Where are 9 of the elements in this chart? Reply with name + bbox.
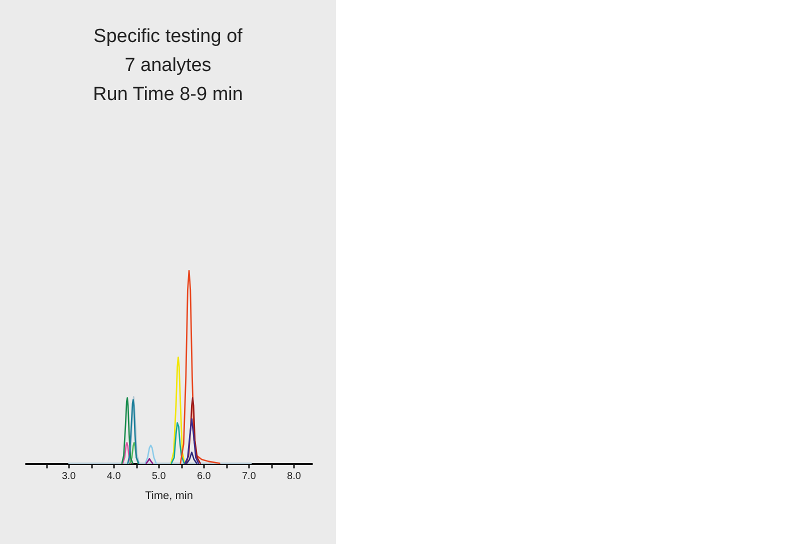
x-axis-title: Time, min bbox=[145, 490, 193, 502]
x-tick-label: 7.0 bbox=[242, 470, 256, 482]
chart-title: Specific testing of 7 analytes bbox=[92, 25, 244, 78]
x-tick-label: 3.0 bbox=[62, 470, 76, 482]
chart-subtitle: Run Time 8-9 min bbox=[93, 83, 243, 107]
x-tick-label: 6.0 bbox=[196, 470, 212, 482]
x-tick-label: 5.0 bbox=[152, 470, 166, 482]
x-tick-label: 4.0 bbox=[106, 470, 122, 482]
x-tick-label: 8.0 bbox=[287, 470, 302, 482]
